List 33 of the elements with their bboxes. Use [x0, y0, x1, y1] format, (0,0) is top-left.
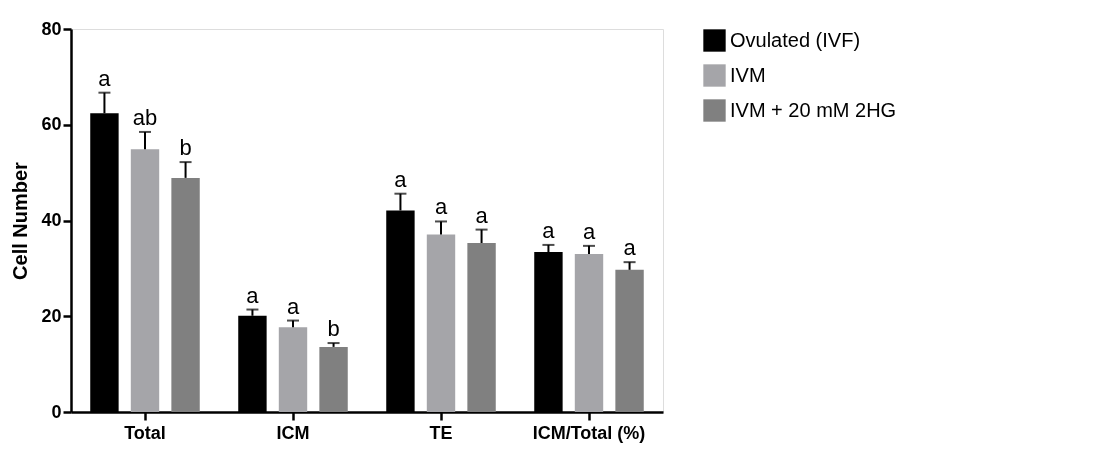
data-label: a	[542, 217, 556, 243]
bar	[615, 269, 644, 412]
data-label: a	[246, 282, 260, 308]
data-label: a	[434, 194, 448, 220]
y-tick-label: 60	[41, 114, 62, 135]
legend-label: IVM	[730, 63, 766, 86]
legend-label: Ovulated (IVF)	[730, 28, 861, 51]
y-tick-label: 80	[41, 18, 62, 39]
data-label: a	[394, 166, 408, 192]
data-label: a	[582, 218, 596, 244]
data-label: a	[623, 235, 637, 261]
bar	[130, 149, 160, 412]
legend-label: IVM + 20 mM 2HG	[730, 98, 897, 121]
data-label: b	[179, 135, 192, 161]
x-tick-label: ICM	[276, 422, 310, 443]
data-label: a	[98, 65, 112, 91]
x-tick-label: TE	[429, 422, 453, 443]
bar	[278, 327, 308, 412]
bar	[171, 177, 200, 412]
y-axis-title: Cell Number	[9, 161, 32, 280]
bar	[574, 254, 604, 412]
y-tick-label: 20	[41, 305, 62, 326]
data-label: a	[286, 293, 300, 319]
x-tick-label: Total	[124, 422, 166, 443]
y-tick-label: 0	[51, 401, 62, 422]
x-tick-label: ICM/Total (%)	[532, 422, 646, 443]
data-label: a	[475, 202, 489, 228]
bar	[426, 234, 456, 412]
bar	[467, 243, 496, 412]
y-tick-label: 40	[41, 210, 62, 230]
data-label: b	[327, 316, 340, 342]
data-label: ab	[132, 104, 158, 130]
bar	[319, 346, 348, 412]
